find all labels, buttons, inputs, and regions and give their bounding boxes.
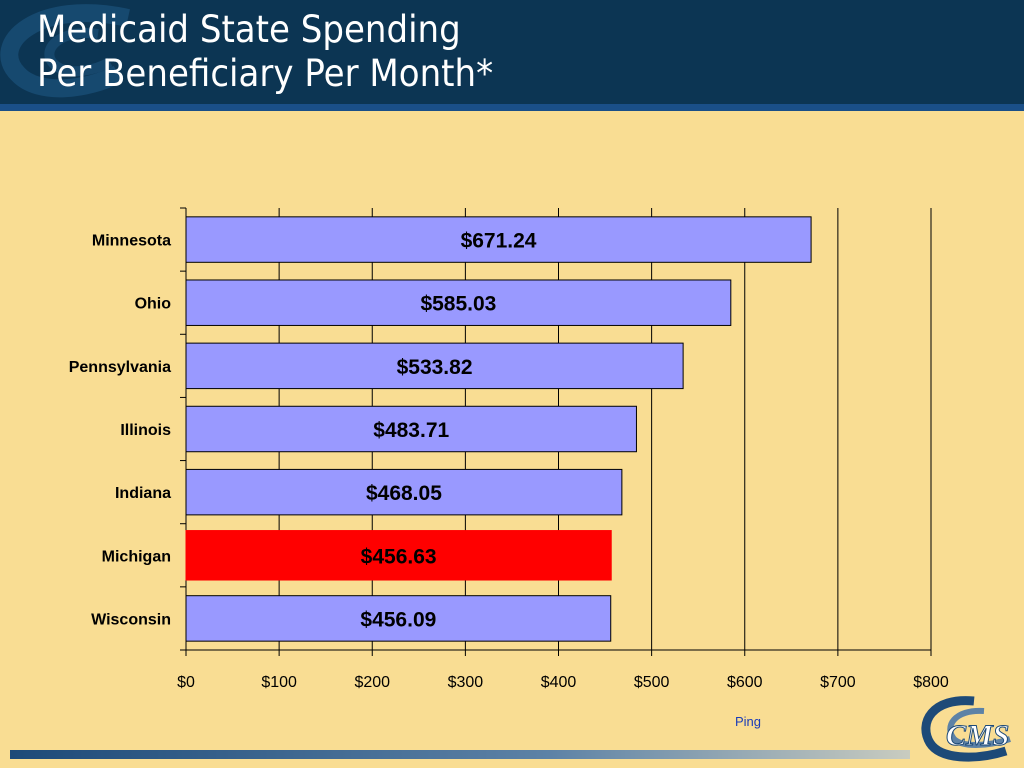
data-label: $483.71 bbox=[373, 419, 449, 442]
data-label: $585.03 bbox=[420, 293, 496, 316]
footnote-text: Ping bbox=[735, 714, 762, 729]
x-tick-label: $600 bbox=[727, 674, 763, 691]
header-stripe bbox=[0, 104, 1024, 111]
x-tick-label: $300 bbox=[448, 674, 484, 691]
bar-illinois bbox=[185, 405, 637, 453]
x-tick-label: $400 bbox=[541, 674, 577, 691]
category-label: Pennsylvania bbox=[69, 359, 171, 376]
cms-watermark-logo bbox=[0, 4, 130, 98]
x-tick-label: $0 bbox=[177, 674, 195, 691]
x-tick-label: $800 bbox=[913, 674, 949, 691]
data-label: $671.24 bbox=[461, 230, 537, 253]
x-tick-label: $500 bbox=[634, 674, 670, 691]
category-label: Michigan bbox=[102, 548, 171, 565]
x-tick-label: $200 bbox=[354, 674, 390, 691]
category-label: Illinois bbox=[120, 422, 171, 439]
logo-lettering: CMS bbox=[946, 719, 1009, 752]
bar-michigan bbox=[185, 530, 612, 581]
bar-minnesota bbox=[185, 216, 812, 263]
page-title-line-1: Medicaid State Spending bbox=[37, 8, 461, 51]
data-label: $468.05 bbox=[366, 482, 442, 505]
x-tick-label: $700 bbox=[820, 674, 856, 691]
category-label: Ohio bbox=[135, 296, 172, 313]
header-bar: Medicaid State Spending Per Beneficiary … bbox=[0, 0, 1024, 104]
page-title-line-2: Per Beneficiary Per Month* bbox=[37, 52, 494, 95]
data-label: $456.63 bbox=[361, 545, 437, 568]
data-label: $456.09 bbox=[360, 608, 436, 631]
bar-ohio bbox=[185, 279, 732, 326]
bar-indiana bbox=[185, 468, 623, 516]
cms-logo: CMS bbox=[921, 696, 1011, 762]
category-label: Indiana bbox=[115, 485, 171, 502]
x-tick-label: $100 bbox=[261, 674, 297, 691]
bar-pennsylvania bbox=[185, 342, 684, 390]
footer-bar bbox=[10, 750, 910, 759]
category-label: Minnesota bbox=[92, 233, 171, 250]
bar-wisconsin bbox=[185, 595, 612, 642]
data-label: $533.82 bbox=[397, 356, 473, 379]
category-label: Wisconsin bbox=[91, 611, 171, 628]
